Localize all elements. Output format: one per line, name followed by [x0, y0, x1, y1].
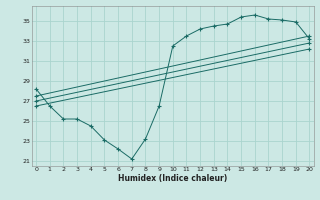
X-axis label: Humidex (Indice chaleur): Humidex (Indice chaleur) — [118, 174, 228, 183]
